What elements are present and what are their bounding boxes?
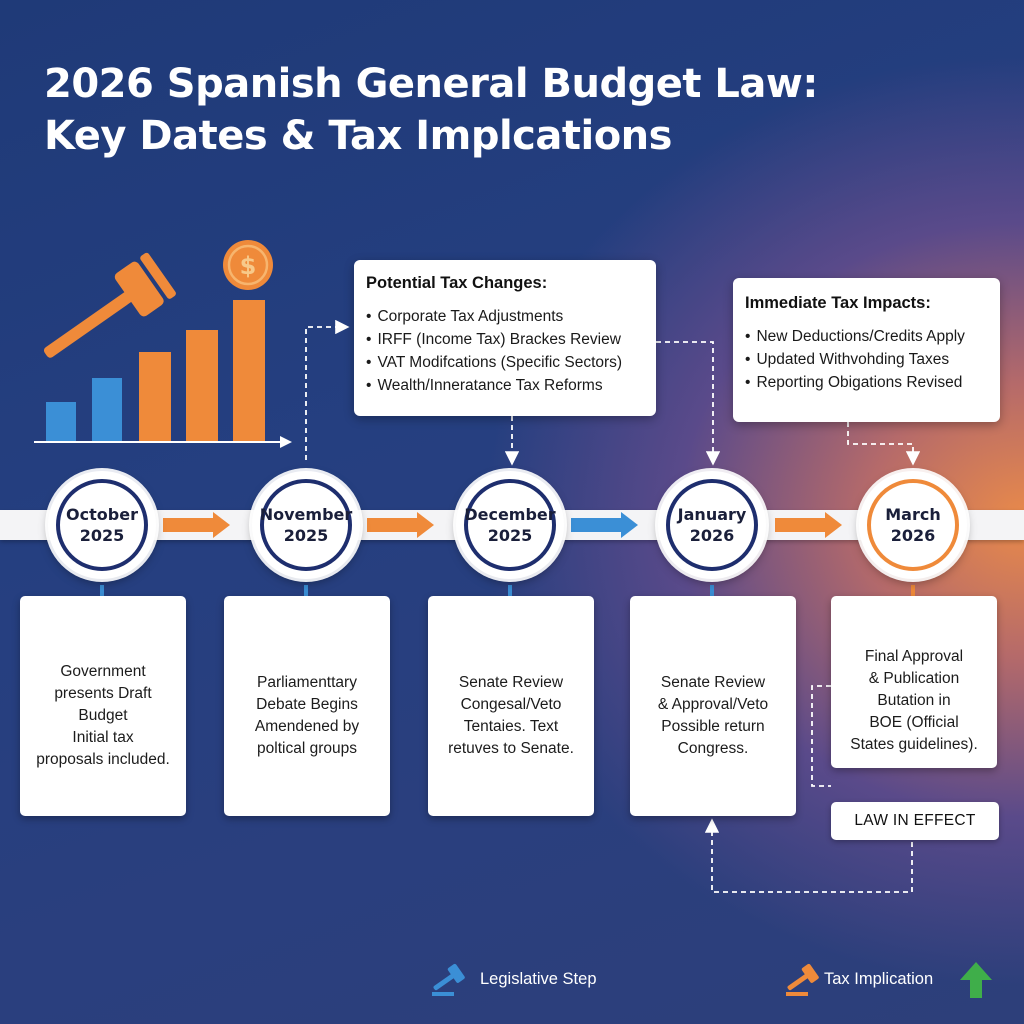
step-card-november: Parliamenttary Debate Begins Amendened b… — [224, 596, 390, 816]
timeline-node-october-2025: October 2025 — [48, 471, 156, 579]
arrow-right-icon — [163, 512, 230, 538]
step-card-october: Government presents Draft Budget Initial… — [20, 596, 186, 816]
node-month: March — [885, 505, 941, 524]
list-item: Wealth/Inneratance Tax Reforms — [366, 374, 644, 397]
node-month: January — [677, 505, 747, 524]
list-item: VAT Modifcations (Specific Sectors) — [366, 351, 644, 374]
arrow-right-icon — [367, 512, 434, 538]
list-item: Updated Withvohding Taxes — [745, 348, 988, 371]
node-month: November — [259, 505, 353, 524]
potential-tax-changes-list: Corporate Tax Adjustments IRFF (Income T… — [366, 305, 644, 397]
potential-tax-changes-box: Potential Tax Changes: Corporate Tax Adj… — [354, 260, 656, 416]
gavel-icon — [432, 963, 465, 996]
bar-chart-icon — [34, 300, 292, 448]
list-item: IRFF (Income Tax) Brackes Review — [366, 328, 644, 351]
legend-tax-implication: Tax Implication — [784, 962, 999, 1002]
timeline-node-march-2026: March 2026 — [859, 471, 967, 579]
legend-legislative-step: Legislative Step — [430, 962, 630, 998]
title-line-1: 2026 Spanish General Budget Law: — [44, 61, 818, 107]
node-year: 2025 — [487, 526, 533, 545]
timeline-node-november-2025: November 2025 — [252, 471, 360, 579]
list-item: Reporting Obigations Revised — [745, 371, 988, 394]
immediate-tax-impacts-box: Immediate Tax Impacts: New Deductions/Cr… — [733, 278, 1000, 422]
gavel-icon — [43, 252, 176, 358]
step-card-march: Final Approval & Publication Butation in… — [831, 596, 997, 768]
svg-text:$: $ — [240, 252, 257, 280]
node-year: 2026 — [689, 526, 735, 545]
node-year: 2025 — [283, 526, 329, 545]
box-title: Potential Tax Changes: — [366, 274, 548, 292]
legend-label: Legislative Step — [480, 970, 597, 988]
page-title: 2026 Spanish General Budget Law: Key Dat… — [44, 58, 984, 162]
timeline-node-december-2025: December 2025 — [456, 471, 564, 579]
node-year: 2025 — [79, 526, 125, 545]
step-card-december: Senate Review Congesal/Veto Tentaies. Te… — [428, 596, 594, 816]
legend-label: Tax Implication — [824, 970, 934, 988]
gavel-icon — [786, 963, 819, 996]
immediate-tax-impacts-list: New Deductions/Credits Apply Updated Wit… — [745, 325, 988, 394]
step-card-january: Senate Review & Approval/Veto Possible r… — [630, 596, 796, 816]
node-month: October — [66, 505, 138, 524]
arrow-right-icon — [775, 512, 842, 538]
node-month: December — [464, 505, 556, 524]
timeline-node-january-2026: January 2026 — [658, 471, 766, 579]
title-line-2: Key Dates & Tax Implcations — [44, 113, 672, 159]
list-item: New Deductions/Credits Apply — [745, 325, 988, 348]
dollar-coin-icon: $ — [223, 240, 273, 290]
arrow-up-icon — [960, 962, 992, 998]
node-year: 2026 — [890, 526, 936, 545]
list-item: Corporate Tax Adjustments — [366, 305, 644, 328]
box-title: Immediate Tax Impacts: — [745, 294, 931, 312]
arrow-right-icon — [571, 512, 638, 538]
law-in-effect-label: LAW IN EFFECT — [831, 802, 999, 840]
